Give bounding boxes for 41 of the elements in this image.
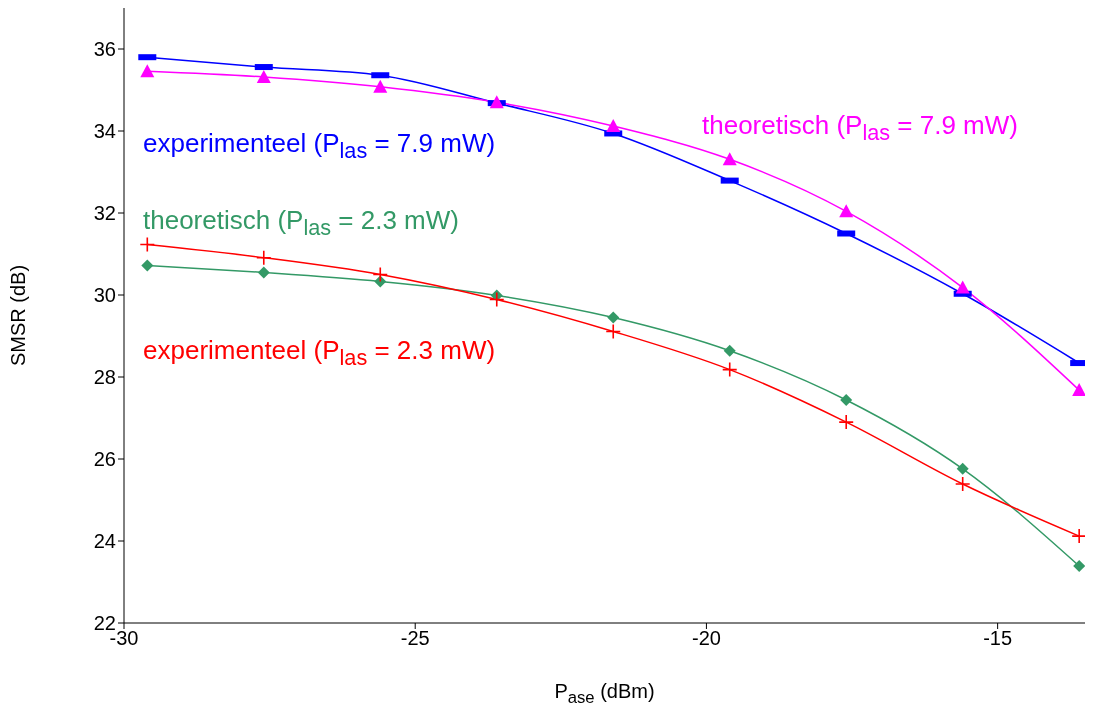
point bbox=[256, 69, 271, 83]
point bbox=[838, 414, 855, 430]
point bbox=[257, 266, 270, 279]
y-tick-label: 36 bbox=[93, 38, 116, 61]
y-tick-label: 24 bbox=[93, 530, 116, 553]
x-tick-label: -25 bbox=[400, 627, 430, 650]
y-tick-label: 34 bbox=[93, 120, 116, 143]
x-axis-title: P$_{ase}$ (dBm) bbox=[553, 680, 656, 708]
series-label: experimenteel (P$_{las}$ = 7.9 mW) bbox=[143, 128, 496, 165]
point bbox=[139, 236, 156, 253]
point bbox=[372, 266, 389, 283]
series-label: theoretisch (P$_{las}$ = 2.3 mW) bbox=[143, 205, 459, 242]
point bbox=[839, 204, 854, 218]
x-tick-label: -15 bbox=[983, 627, 1013, 650]
point bbox=[605, 323, 622, 340]
point bbox=[1073, 560, 1085, 573]
y-tick-label: 32 bbox=[93, 202, 116, 225]
point bbox=[956, 462, 969, 475]
point bbox=[607, 311, 620, 324]
point bbox=[488, 291, 505, 308]
y-axis-title: SMSR (dB) bbox=[7, 264, 30, 367]
point bbox=[606, 119, 621, 133]
point bbox=[140, 64, 155, 78]
point bbox=[840, 393, 853, 406]
point bbox=[1072, 383, 1085, 397]
point bbox=[954, 476, 971, 492]
y-tick-label: 26 bbox=[93, 448, 116, 471]
point bbox=[255, 249, 272, 266]
x-tick-label: -20 bbox=[691, 627, 721, 650]
point bbox=[489, 95, 504, 109]
point bbox=[955, 280, 970, 294]
y-tick-label: 30 bbox=[93, 284, 116, 307]
point bbox=[721, 361, 738, 378]
y-tick-label: 28 bbox=[93, 366, 116, 389]
series-label: experimenteel (P$_{las}$ = 2.3 mW) bbox=[143, 335, 496, 372]
point bbox=[723, 344, 736, 357]
point bbox=[722, 152, 737, 166]
series-label: theoretisch (P$_{las}$ = 7.9 mW) bbox=[702, 110, 1018, 147]
point bbox=[141, 259, 154, 272]
y-tick-label: 22 bbox=[93, 612, 116, 635]
point bbox=[373, 79, 388, 93]
